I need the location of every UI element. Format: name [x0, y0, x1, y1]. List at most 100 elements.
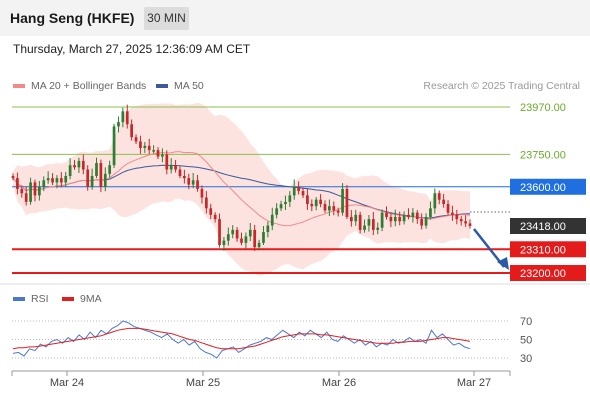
- candle: [367, 219, 371, 226]
- legend-rsi-label: RSI: [31, 293, 49, 305]
- candle: [130, 124, 134, 138]
- candle: [51, 178, 54, 183]
- rsi-ma9-line: [12, 327, 471, 350]
- candle: [90, 175, 94, 187]
- candle: [213, 214, 217, 220]
- candle: [358, 214, 362, 230]
- x-tick-label: Mar 26: [322, 377, 356, 389]
- level-tag: [510, 178, 586, 195]
- candle: [279, 204, 283, 209]
- timeframe-button[interactable]: 30 MIN: [144, 7, 189, 30]
- candle: [270, 214, 274, 226]
- legend-ma20-swatch: [13, 84, 25, 89]
- candle: [38, 186, 41, 196]
- candle: [345, 188, 349, 217]
- candle: [319, 199, 322, 205]
- candle: [64, 175, 68, 183]
- candle: [442, 199, 445, 205]
- candle: [33, 182, 37, 196]
- candle: [468, 223, 472, 227]
- candle: [411, 212, 415, 217]
- candle: [112, 126, 116, 166]
- candle: [262, 232, 265, 243]
- level-tag: [510, 146, 586, 163]
- candle: [152, 150, 155, 152]
- candle: [336, 210, 340, 213]
- credit-text: Research © 2025 Trading Central: [423, 80, 580, 92]
- candle: [332, 206, 336, 211]
- level-tag: [510, 218, 586, 235]
- chart-header: [0, 0, 590, 36]
- candle: [341, 188, 344, 213]
- bollinger-band-area: [13, 102, 470, 276]
- candle: [161, 154, 164, 157]
- candle: [46, 178, 50, 181]
- candle: [424, 216, 428, 226]
- level-label: 23600.00: [520, 182, 566, 194]
- level-label: 23750.00: [520, 149, 566, 161]
- candle: [240, 238, 243, 243]
- candle: [437, 193, 441, 200]
- forecast-arrow: [473, 228, 505, 268]
- candle: [420, 219, 424, 226]
- candle: [147, 145, 151, 151]
- candle: [178, 169, 182, 176]
- candle: [354, 214, 358, 222]
- legend-ma50-label: MA 50: [174, 80, 204, 92]
- level-tag: [510, 99, 586, 115]
- candle: [139, 141, 142, 148]
- candle: [248, 229, 252, 237]
- legend-rsi-swatch: [13, 297, 25, 302]
- candle: [95, 163, 98, 176]
- x-tick-label: Mar 27: [457, 377, 491, 389]
- timestamp: Thursday, March 27, 2025 12:36:09 AM CET: [13, 42, 251, 56]
- candle: [174, 165, 177, 170]
- candle: [429, 208, 432, 217]
- level-label: 23200.00: [520, 268, 566, 280]
- candle: [226, 234, 230, 241]
- candle: [86, 169, 90, 187]
- candle: [29, 182, 32, 202]
- candle: [415, 212, 419, 220]
- legend-9ma-swatch: [62, 297, 74, 302]
- ma20-line: [12, 151, 471, 227]
- legend-ma50-swatch: [156, 84, 168, 89]
- candle: [11, 175, 15, 179]
- candle: [407, 214, 410, 217]
- candle: [451, 212, 454, 215]
- candle: [68, 165, 72, 176]
- candle: [310, 204, 314, 207]
- legend-9ma-label: 9MA: [80, 293, 102, 305]
- candle: [99, 163, 103, 187]
- candle: [231, 229, 235, 235]
- candle: [455, 214, 459, 220]
- candle: [380, 212, 384, 228]
- candle: [393, 216, 397, 222]
- candle: [165, 154, 169, 170]
- candle: [183, 175, 186, 179]
- candle: [284, 201, 287, 205]
- legend-ma20: MA 20 + Bollinger Bands: [13, 80, 146, 92]
- candle: [103, 173, 107, 187]
- level-tag: [510, 241, 586, 258]
- candle: [218, 219, 221, 245]
- candle: [266, 225, 270, 233]
- candle: [363, 225, 366, 230]
- candle: [402, 214, 406, 222]
- candle: [464, 221, 467, 224]
- candle: [398, 216, 402, 222]
- instrument-title: Hang Seng (HKFE): [10, 10, 135, 26]
- candle: [301, 191, 305, 196]
- level-label: 23970.00: [520, 102, 566, 114]
- candle: [59, 178, 63, 183]
- candle: [314, 199, 318, 207]
- candle: [187, 178, 191, 185]
- candle: [328, 206, 331, 211]
- forecast-arrowhead: [497, 257, 509, 270]
- candle: [55, 178, 59, 183]
- candle: [134, 137, 138, 142]
- level-label: 23418.00: [520, 221, 566, 233]
- candle: [204, 197, 208, 209]
- candle: [275, 208, 279, 215]
